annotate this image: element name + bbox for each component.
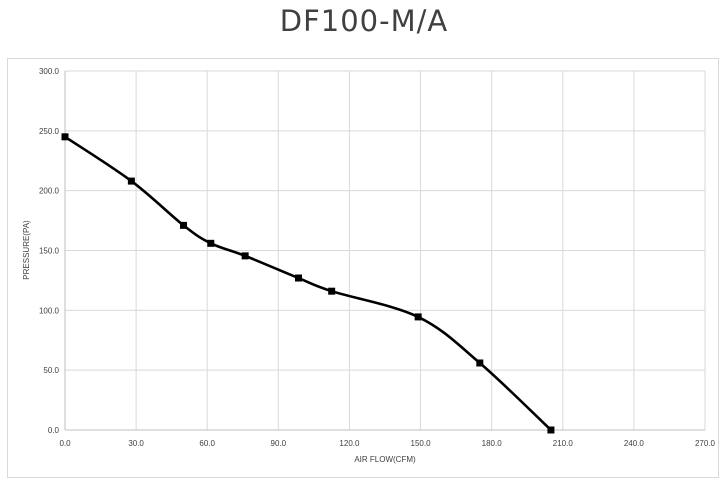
y-tick-label: 300.0 [39, 67, 60, 76]
y-tick-label: 0.0 [48, 426, 60, 435]
x-tick-label: 60.0 [199, 439, 215, 448]
x-tick-label: 90.0 [271, 439, 287, 448]
axes [64, 71, 705, 431]
x-tick-label: 150.0 [411, 439, 432, 448]
data-point-marker [180, 221, 188, 229]
x-tick-label: 240.0 [624, 439, 645, 448]
data-point-marker [61, 133, 69, 141]
data-point-marker [414, 313, 422, 321]
data-point-marker [127, 177, 135, 185]
data-point-marker [328, 287, 336, 295]
data-point-marker [294, 274, 302, 282]
x-tick-label: 0.0 [59, 439, 71, 448]
grid [65, 70, 706, 430]
data-point-marker [476, 359, 484, 367]
data-point-marker [241, 252, 249, 260]
x-axis-label: AIR FLOW(CFM) [354, 455, 416, 464]
y-tick-label: 250.0 [39, 127, 60, 136]
x-tick-label: 270.0 [695, 439, 716, 448]
x-tick-label: 210.0 [553, 439, 574, 448]
y-tick-label: 150.0 [39, 247, 60, 256]
x-tick-label: 120.0 [339, 439, 360, 448]
y-tick-label: 200.0 [39, 187, 60, 196]
data-point-marker [207, 239, 215, 247]
y-axis-label: PRESSURE(PA) [22, 220, 31, 280]
y-tick-label: 100.0 [39, 306, 60, 315]
series-line [63, 135, 553, 432]
y-tick-label: 50.0 [43, 366, 59, 375]
x-tick-label: 180.0 [482, 439, 503, 448]
chart-title: DF100-M/A [279, 4, 449, 38]
chart-frame [7, 58, 719, 478]
series [61, 133, 555, 434]
data-point-marker [547, 426, 555, 434]
tick-labels: 0.0 50.0 100.0 150.0 200.0 250.0 300.0 0.0 30.0 6… [39, 67, 716, 448]
x-tick-label: 30.0 [128, 439, 144, 448]
